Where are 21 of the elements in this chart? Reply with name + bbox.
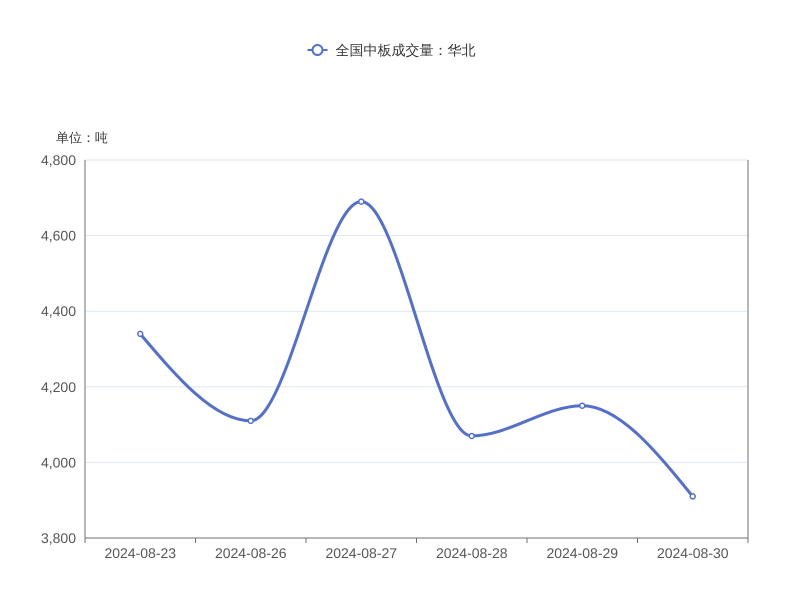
x-tick-label: 2024-08-29 bbox=[546, 545, 618, 561]
legend: 全国中板成交量：华北 bbox=[308, 42, 476, 58]
y-tick-label: 4,800 bbox=[40, 152, 76, 168]
y-tick-label: 4,400 bbox=[40, 303, 76, 320]
point bbox=[248, 418, 254, 424]
y-axis-title: 单位：吨 bbox=[56, 130, 108, 145]
x-tick-label: 2024-08-30 bbox=[656, 545, 729, 561]
y-tick-label: 3,800 bbox=[40, 530, 76, 546]
y-tick-label: 4,200 bbox=[40, 378, 76, 395]
point bbox=[358, 198, 364, 205]
x-tick-label: 2024-08-23 bbox=[104, 545, 176, 561]
point bbox=[137, 330, 144, 338]
point bbox=[579, 402, 586, 409]
point bbox=[468, 432, 475, 440]
x-tick-label: 2024-08-26 bbox=[214, 545, 287, 561]
legend-label: 全国中板成交量：华北 bbox=[336, 42, 476, 58]
x-tick-label: 2024-08-27 bbox=[325, 545, 398, 561]
y-tick-label: 4,600 bbox=[40, 228, 76, 244]
y-tick-label: 4,000 bbox=[40, 454, 76, 470]
x-tick-label: 2024-08-28 bbox=[436, 545, 508, 561]
point bbox=[690, 493, 696, 500]
